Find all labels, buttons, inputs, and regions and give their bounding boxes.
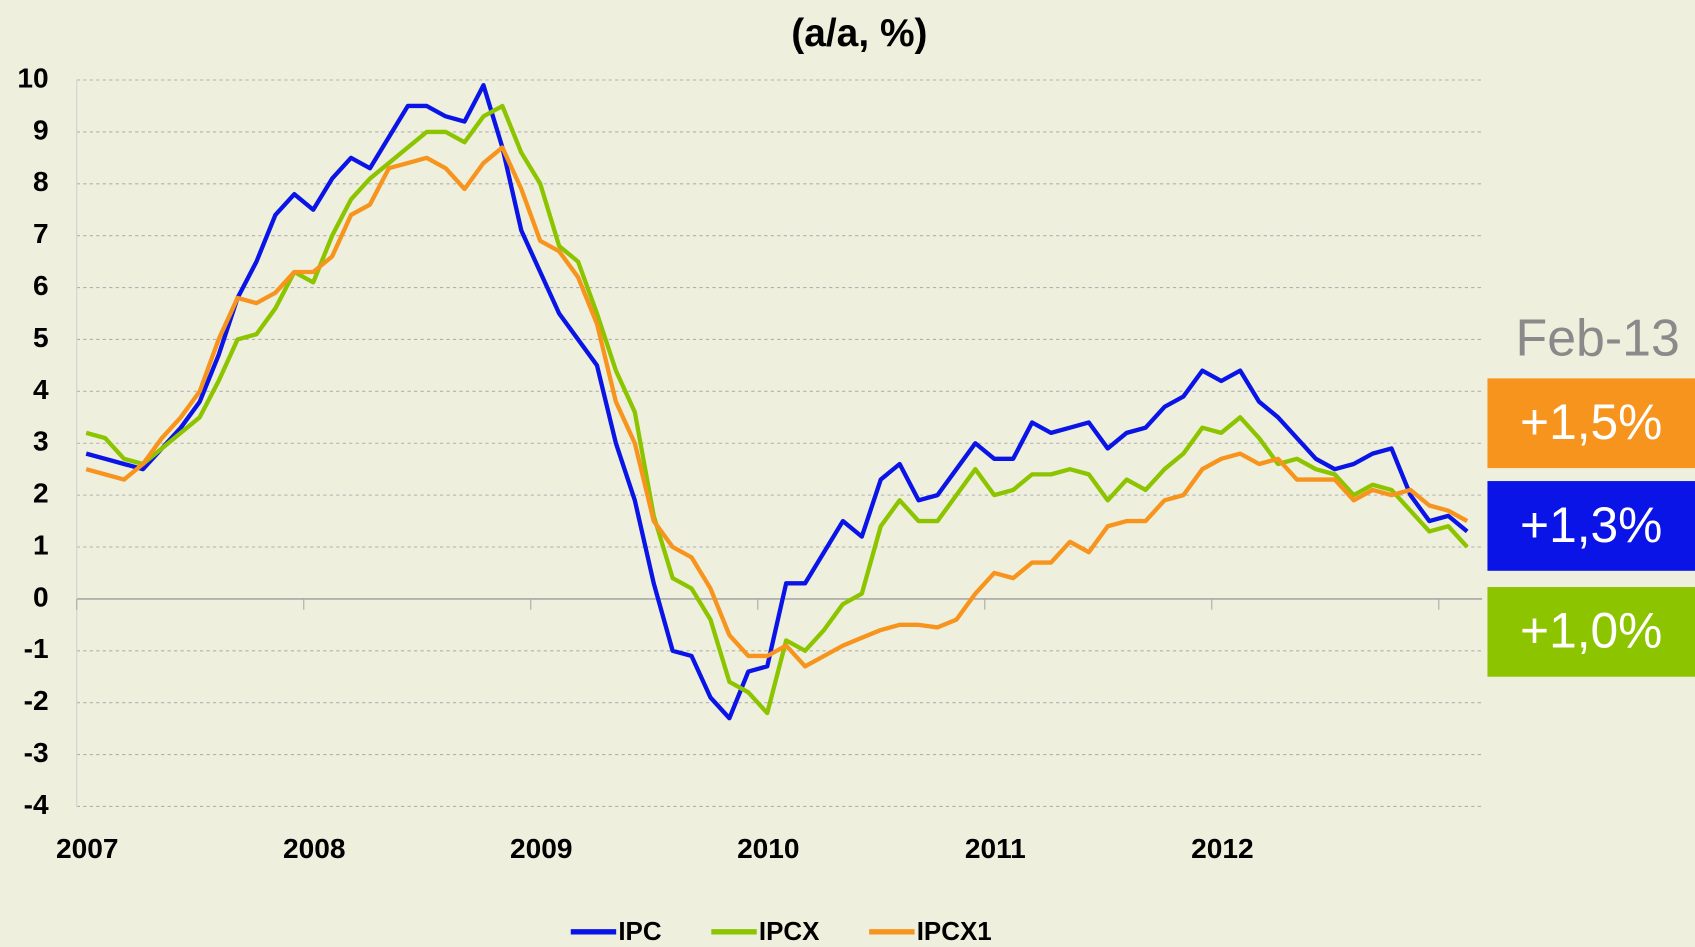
y-tick-label: 3 — [33, 426, 49, 457]
y-tick-label: -3 — [24, 737, 49, 768]
y-tick-label: -2 — [24, 685, 49, 716]
y-tick-label: 4 — [33, 374, 49, 405]
y-tick-label: 5 — [33, 322, 49, 353]
series-line — [85, 145, 1469, 669]
y-tick-label: 0 — [33, 581, 49, 612]
y-tick-label: 2 — [33, 478, 49, 509]
series-line — [85, 83, 1469, 721]
legend-label: IPCX1 — [917, 918, 992, 946]
y-tick-label: 10 — [17, 62, 48, 93]
y-tick-label: 1 — [33, 529, 49, 560]
value-box — [1487, 378, 1695, 469]
value-box — [1487, 481, 1695, 571]
value-box — [1487, 587, 1695, 677]
y-tick-label: -4 — [24, 789, 49, 820]
y-tick-label: 6 — [33, 270, 49, 301]
x-tick-label: 2007 — [56, 833, 119, 864]
y-tick-label: 8 — [33, 166, 49, 197]
legend-label: IPCX — [759, 918, 820, 946]
x-tick-label: 2009 — [510, 833, 573, 864]
y-tick-label: 7 — [33, 218, 49, 249]
x-tick-label: 2011 — [965, 833, 1026, 864]
date-label: Feb-13 — [1516, 308, 1680, 366]
x-tick-label: 2012 — [1191, 833, 1254, 864]
x-tick-label: 2010 — [737, 833, 800, 864]
value-box-label: +1,5% — [1520, 394, 1662, 450]
legend-label: IPC — [618, 918, 662, 946]
value-box-label: +1,3% — [1520, 497, 1662, 553]
y-tick-label: 9 — [33, 114, 49, 145]
x-tick-label: 2008 — [283, 833, 346, 864]
y-tick-label: -1 — [24, 633, 49, 664]
chart-title: (a/a, %) — [791, 12, 927, 55]
series-line — [85, 103, 1469, 716]
value-box-label: +1,0% — [1520, 603, 1662, 659]
